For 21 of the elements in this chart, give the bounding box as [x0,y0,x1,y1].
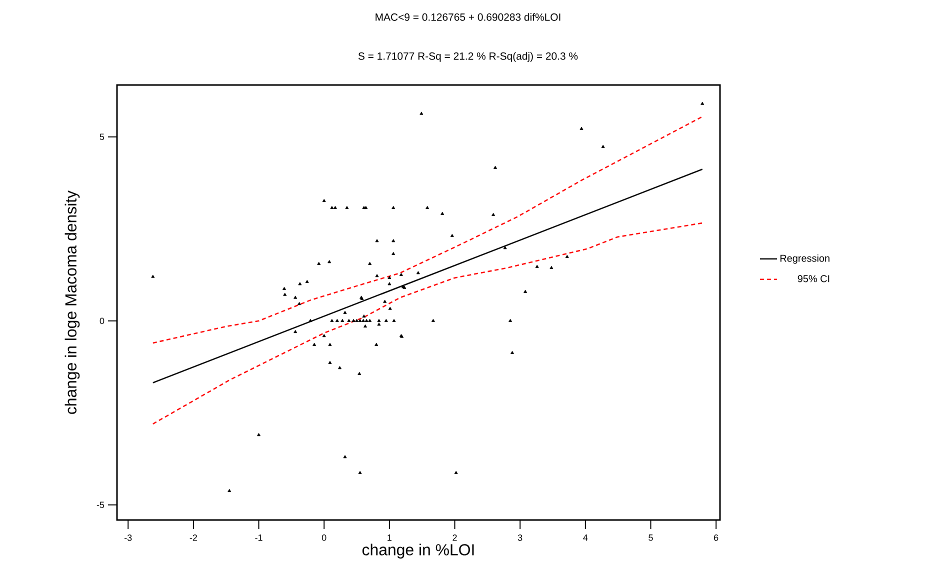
y-tick-label: -5 [96,502,104,508]
line-series [152,116,704,344]
x-axis-title: change in %LOI [362,544,474,559]
x-tick-label: -2 [190,534,197,541]
x-tick-label: -3 [124,534,132,541]
x-tick-label: 3 [518,534,522,541]
chart-subtitle: S = 1.71077 R-Sq = 21.2 % R-Sq(adj) = 20.3 % [358,52,578,62]
x-tick-label: 1 [388,534,392,541]
legend-label: Regression [780,254,830,264]
y-tick-label: 5 [100,134,104,140]
legend-label: 95% CI [798,275,830,282]
x-tick-label: 6 [714,534,718,541]
x-tick-label: 2 [452,534,457,541]
x-tick-label: 0 [322,534,326,541]
x-tick-label: 4 [583,534,588,541]
y-tick-label: 0 [100,318,104,324]
y-axis-title: change in loge Macoma density [64,190,80,414]
chart-title: MAC<9 = 0.126765 + 0.690283 dif%LOI [376,13,560,21]
x-tick-label: -1 [255,534,262,541]
x-tick-label: 5 [648,534,653,541]
line-series [152,222,704,425]
